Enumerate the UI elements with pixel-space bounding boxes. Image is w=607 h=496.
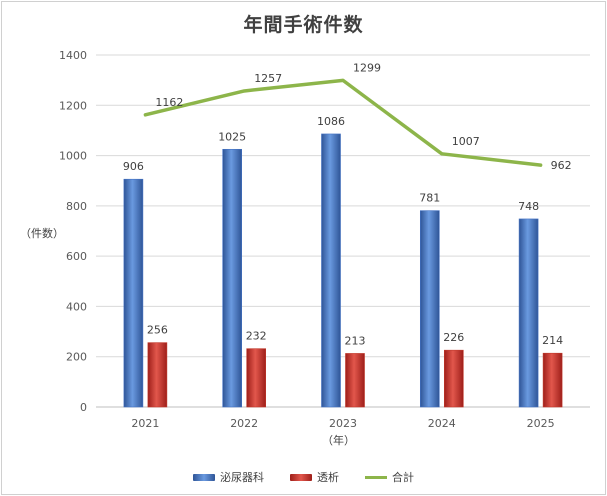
total-point [341,78,345,82]
legend-swatch-urology [193,473,215,481]
total-data-label: 1162 [155,96,183,109]
x-tick-label: 2022 [230,417,258,430]
x-tick-label: 2021 [131,417,159,430]
legend-label-total: 合計 [392,471,414,484]
y-tick-label: 0 [80,401,87,414]
data-label: 781 [419,192,440,205]
data-label: 232 [246,330,267,343]
y-tick-label: 1000 [59,150,87,163]
data-label: 213 [345,334,366,347]
y-tick-label: 200 [66,351,87,364]
legend-item-urology: 泌尿器科 [193,469,264,485]
bar-urology [222,148,242,408]
legend-swatch-total [365,475,387,479]
y-tick-label: 800 [66,200,87,213]
legend-item-dialysis: 透析 [290,469,339,485]
data-label: 226 [443,331,464,344]
x-tick-label: 2024 [428,417,456,430]
x-tick-label: 2025 [527,417,555,430]
data-label: 748 [518,200,539,213]
bar-urology [419,210,440,408]
y-axis-label: （件数） [20,227,64,240]
total-point [242,89,246,93]
total-data-label: 1299 [353,61,381,74]
bar-dialysis [246,348,266,408]
x-axis-label: （年） [322,434,355,447]
y-tick-label: 600 [66,250,87,263]
y-tick-label: 1400 [59,49,87,62]
total-point [539,163,543,167]
bar-urology [123,178,144,408]
chart-title: 年間手術件数 [243,14,364,36]
bar-dialysis [147,342,168,408]
bar-urology [518,218,539,408]
legend: 泌尿器科 透析 合計 [0,469,607,485]
legend-item-total: 合計 [365,469,414,485]
total-data-label: 1007 [452,135,480,148]
legend-label-dialysis: 透析 [317,471,339,484]
bar-dialysis [443,349,464,408]
bar-dialysis [345,353,365,408]
bar-urology [321,133,341,408]
total-data-label: 962 [551,159,572,172]
legend-swatch-dialysis [290,473,312,481]
data-label: 906 [123,160,144,173]
data-label: 1025 [218,130,246,143]
total-data-label: 1257 [254,72,282,85]
data-label: 1086 [317,115,345,128]
total-point [440,152,444,156]
data-label: 214 [542,334,563,347]
bar-dialysis [542,352,563,408]
data-label: 256 [147,324,168,337]
y-tick-label: 400 [66,300,87,313]
total-point [143,113,147,117]
legend-label-urology: 泌尿器科 [220,471,264,484]
x-tick-label: 2023 [329,417,357,430]
y-tick-label: 1200 [59,99,87,112]
